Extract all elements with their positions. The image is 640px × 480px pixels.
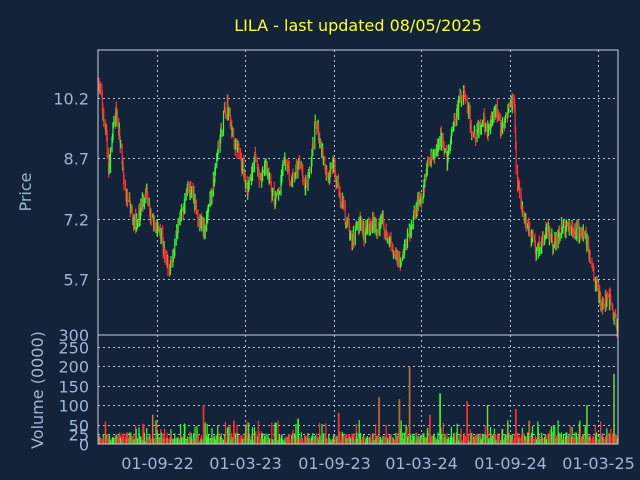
volume-tick-label: 0 bbox=[79, 436, 89, 455]
price-tick-label: 7.2 bbox=[64, 211, 89, 230]
volume-tick-label: 25 bbox=[69, 426, 89, 445]
volume-tick-label: 150 bbox=[58, 378, 89, 397]
price-axis-label: Price bbox=[16, 172, 35, 211]
x-tick-label: 01-03-25 bbox=[562, 454, 635, 473]
volume-grid bbox=[98, 335, 618, 444]
x-tick-label: 01-09-23 bbox=[298, 454, 371, 473]
volume-tick-label: 100 bbox=[58, 397, 89, 416]
x-tick-label: 01-03-24 bbox=[385, 454, 458, 473]
volume-axis-label: Volume (0000) bbox=[28, 331, 47, 449]
price-panel-frame bbox=[97, 49, 619, 336]
volume-tick-label: 200 bbox=[58, 358, 89, 377]
x-tick-label: 01-03-23 bbox=[209, 454, 282, 473]
volume-panel-frame bbox=[97, 334, 619, 445]
price-tick-label: 10.2 bbox=[53, 90, 89, 109]
price-candles bbox=[97, 77, 619, 338]
chart-title: LILA - last updated 08/05/2025 bbox=[234, 16, 482, 35]
volume-bars bbox=[97, 366, 619, 444]
price-tick-label: 5.7 bbox=[64, 271, 89, 290]
x-tick-label: 01-09-24 bbox=[474, 454, 547, 473]
volume-tick-label: 50 bbox=[69, 417, 89, 436]
x-tick-label: 01-09-22 bbox=[121, 454, 194, 473]
price-tick-label: 8.7 bbox=[64, 150, 89, 169]
price-grid bbox=[98, 50, 618, 335]
price-y-ticks: 5.7 7.2 8.7 10.2 300 bbox=[53, 90, 89, 346]
x-axis-ticks: 01-09-22 01-03-23 01-09-23 01-03-24 01-09-24… bbox=[121, 454, 635, 473]
price-tick-label: 300 bbox=[58, 326, 89, 345]
volume-tick-label: 250 bbox=[58, 339, 89, 358]
